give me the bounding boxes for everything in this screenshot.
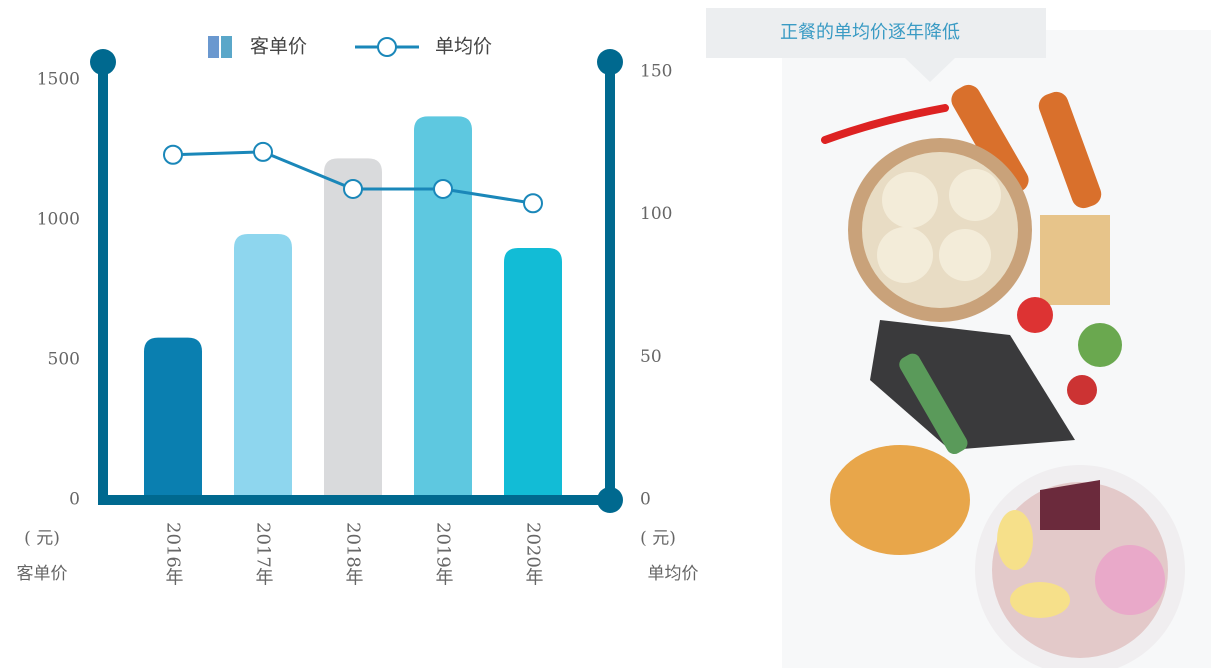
bar — [504, 248, 562, 500]
line-point — [523, 193, 543, 214]
y2-axis-unit: ( 元) — [640, 529, 676, 549]
y2-axis-title: 单均价 — [648, 564, 699, 584]
line-point — [433, 178, 453, 199]
y-axis-title: 客单价 — [17, 564, 68, 584]
x-tick-label: 2016年 — [163, 522, 184, 586]
y-tick-label: 0 — [69, 490, 80, 510]
legend-label: 单均价 — [435, 36, 492, 58]
food-illustration — [706, 8, 1211, 668]
annotation: 正餐的单均价逐年降低 — [780, 22, 960, 43]
axis-cap — [90, 49, 116, 75]
y-tick-label: 500 — [48, 350, 80, 370]
legend-swatch — [208, 36, 219, 58]
y-tick-label: 1000 — [37, 210, 80, 230]
legend-swatch — [221, 36, 232, 58]
y-tick-label: 1500 — [37, 70, 80, 90]
bar — [234, 234, 292, 500]
y2-tick-label: 100 — [640, 204, 672, 224]
line-point — [163, 144, 183, 165]
bar — [144, 337, 202, 500]
x-tick-label: 2018年 — [343, 522, 364, 586]
axis-cap — [597, 487, 623, 513]
y2-tick-label: 0 — [640, 490, 651, 510]
line-point — [343, 178, 363, 199]
y-axis-unit: ( 元) — [24, 529, 60, 549]
legend-label: 客单价 — [250, 36, 307, 58]
bar — [324, 158, 382, 500]
x-tick-label: 2020年 — [523, 522, 544, 586]
x-tick-label: 2017年 — [253, 522, 274, 586]
y2-tick-label: 50 — [640, 347, 662, 367]
x-tick-label: 2019年 — [433, 522, 454, 586]
axis-cap — [597, 49, 623, 75]
legend-swatch — [377, 37, 397, 57]
line-point — [253, 141, 273, 162]
y2-tick-label: 150 — [640, 62, 672, 82]
bar — [414, 116, 472, 501]
